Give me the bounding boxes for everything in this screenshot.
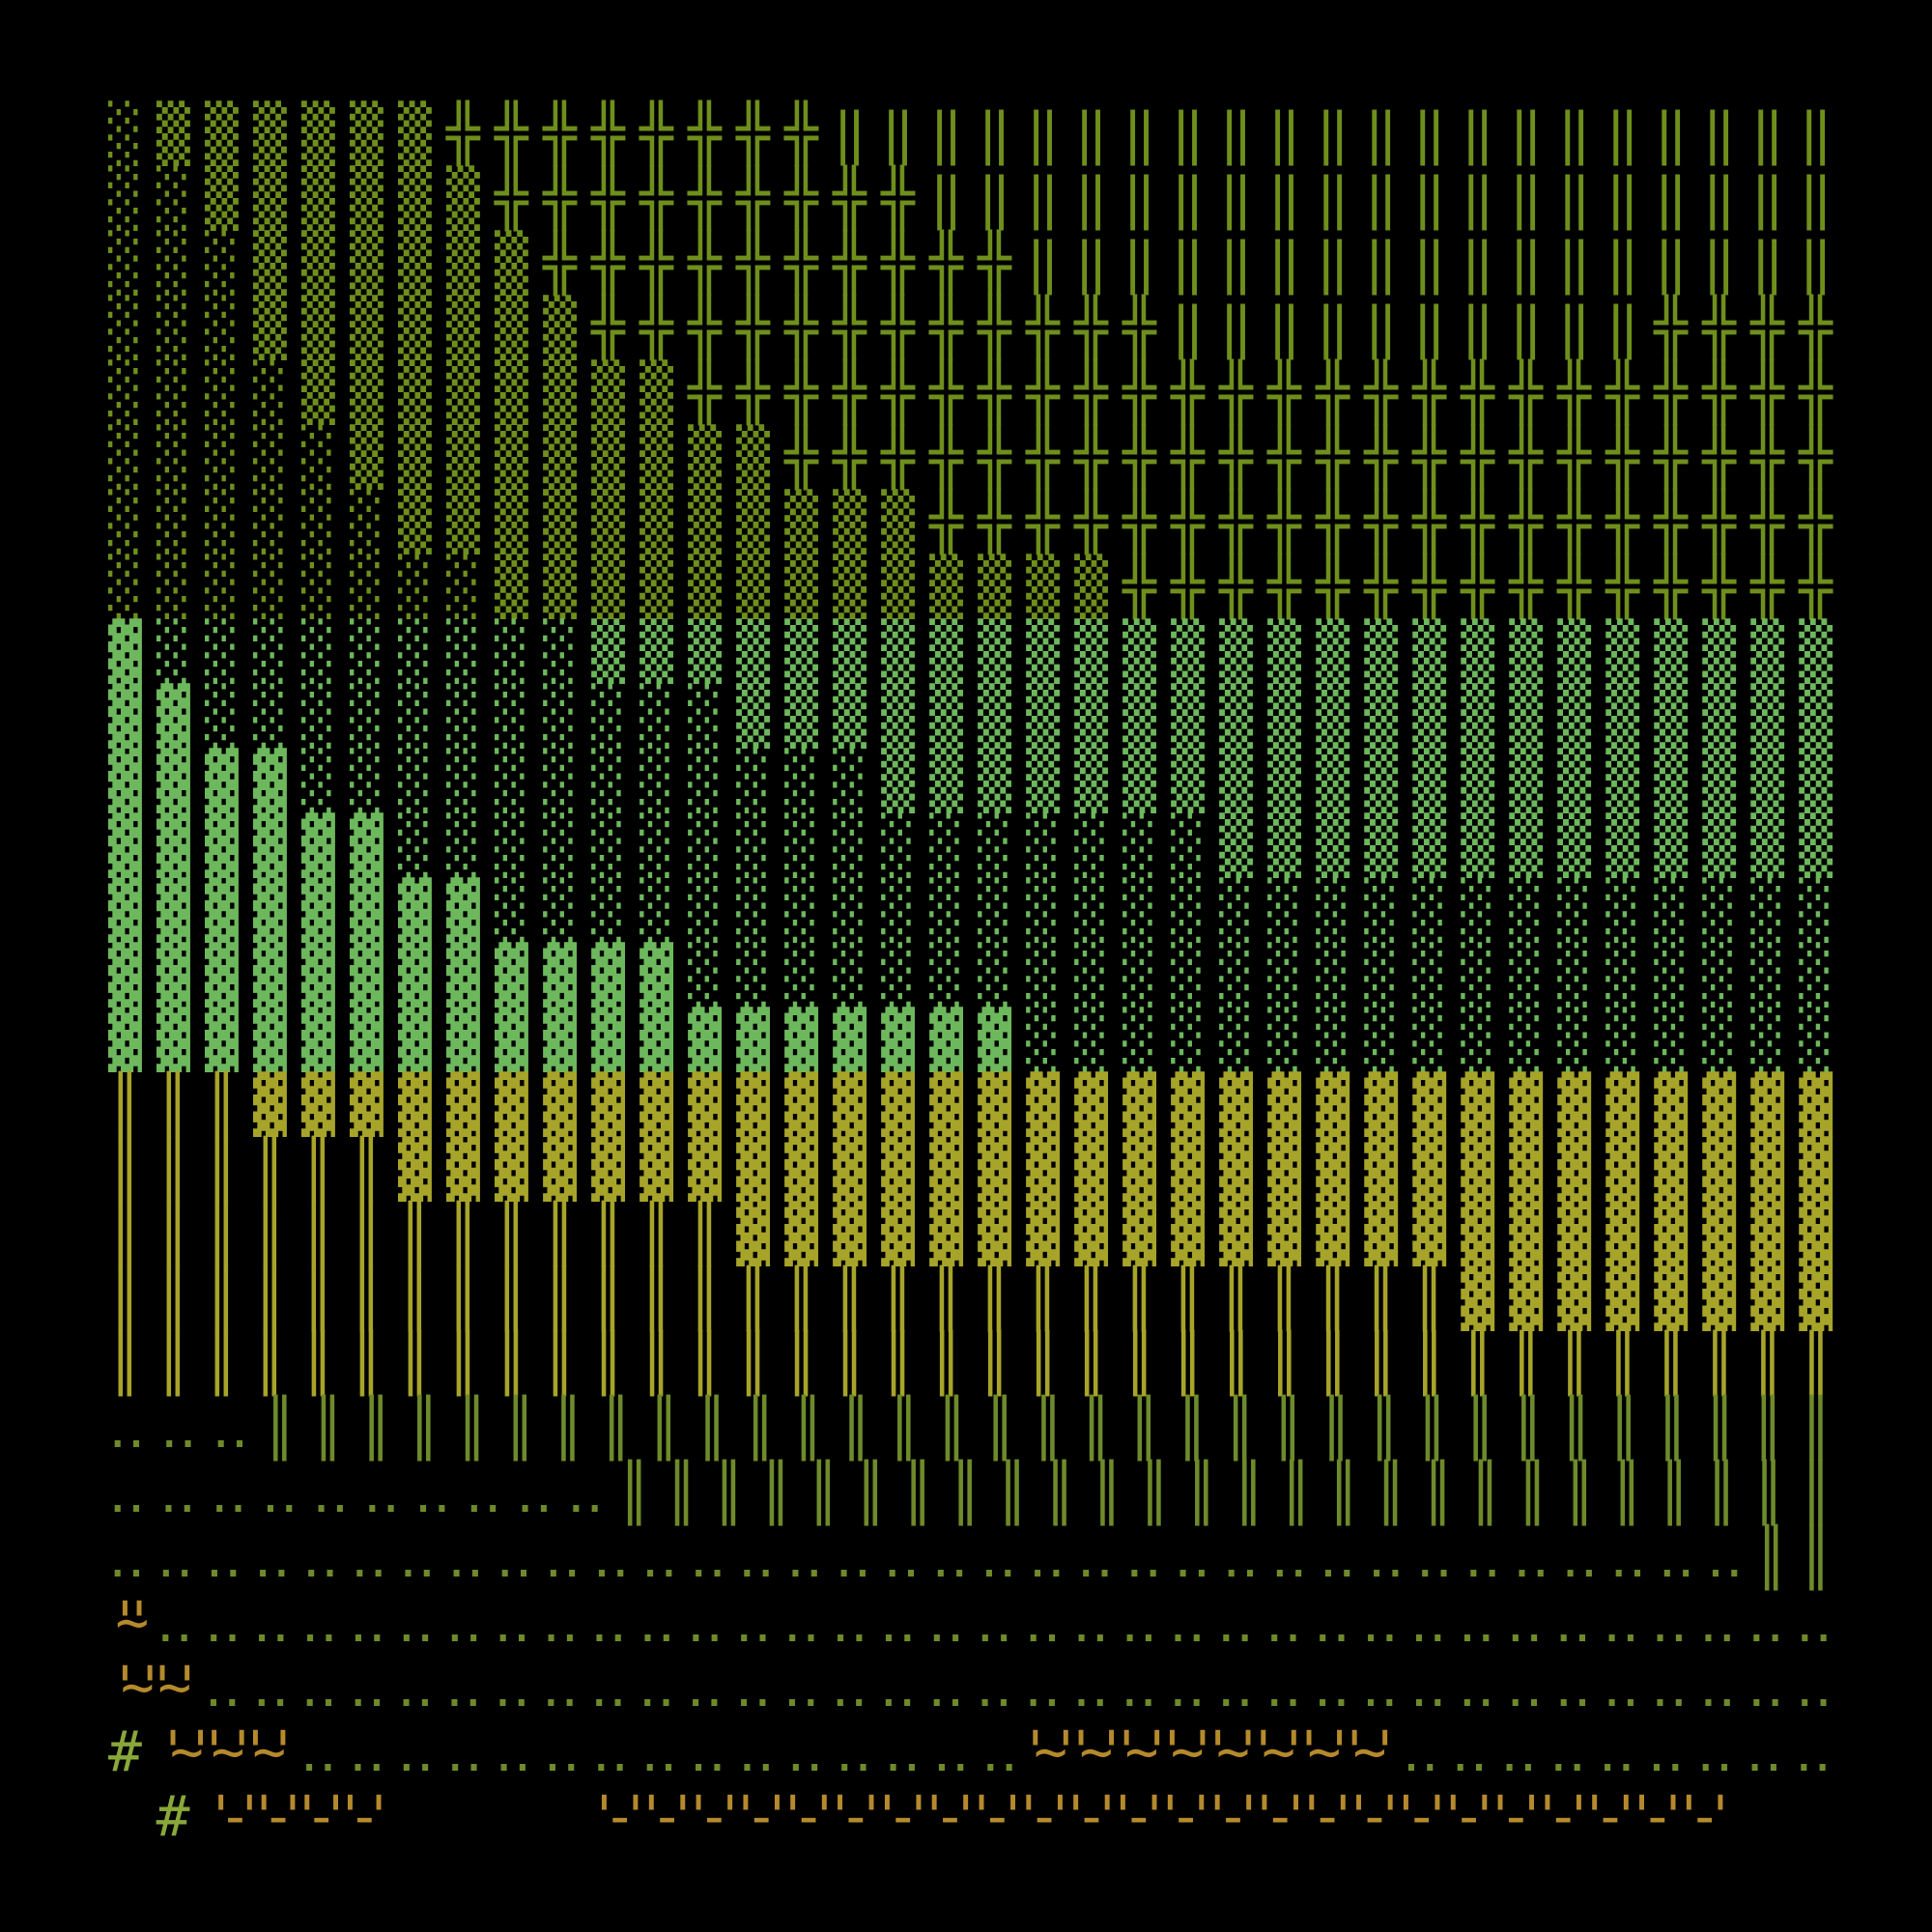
cell-run: ‥‥‥‥‥‥‥‥‥‥‥‥‥‥‥‥‥‥‥‥‥‥‥‥‥‥‥‥‥‥‥‥‥‥‥ [204, 1654, 1881, 1719]
cell-run: ░░░░▒▒▒▒▒▒▒▒╬╬╬╬╬╬╬╬╬╬╬╬╬╬╬╬╬╬╬╬╬╬╬╬╬ [108, 358, 1882, 426]
cell-run: ▓▓▓▓░░░░░░░░░░░░▒▒▒▒▒▒▒▒▒▒▒▒▒▒▒▒▒▒▒▒▒ [108, 748, 1881, 813]
cell-run: ‥‥‥‥‥‥‥‥‥‥‥‥‥‥‥‥‥‥‥‥‥‥‥‥‥‥‥‥‥‥‥‥‥‥‥‥ [156, 1589, 1882, 1655]
cell-run: '~''~''~''~''~''~''~''~' [1018, 1719, 1402, 1784]
cell-run: ‥‥‥‥‥‥‥‥‥‥ [1402, 1719, 1881, 1784]
cell-run: ‥‥‥‥‥‥‥‥‥‥║║║║║║║║║║║║║║║║║║║║║║║║║║ [108, 1459, 1833, 1526]
cell-run: ▓▓▓▓▓▓▓▓▓▓▓▓▓▓▓▓▓▓▓░░░░░░░░░░░░░░░░░░ [108, 1007, 1881, 1072]
character-grid: ░▒▒▒▒▒▒╬╬╬╬╬╬╬╬‖‖‖‖‖‖‖‖‖‖‖‖‖‖‖‖‖‖‖‖‖‖░░▒… [108, 99, 1882, 1849]
cell-run: '-''-''-''-''-''-''-''-''-''-''-''-''-''… [587, 1783, 1737, 1849]
cell-run: ░░░▒▒▒▒▒▒▒╬╬╬╬╬╬╬╬╬╬╬╬‖‖‖‖‖‖‖‖‖‖╬╬╬╬╬ [108, 294, 1882, 361]
cell-run: ░░░▒▒▒▒▒▒╬╬╬╬╬╬╬╬╬╬‖‖‖‖‖‖‖‖‖‖‖‖‖‖‖‖‖╬ [108, 229, 1882, 297]
cell-run: ║║║▓▓▓▓▓▓▓▓▓▓▓▓▓▓▓▓▓▓▓▓▓▓▓▓▓▓▓▓▓▓▓▓▓▓ [108, 1070, 1881, 1138]
cell-run: '~''~' [108, 1654, 204, 1719]
cell-run: ▓▓▓▓▓▓▓▓▓▓▓▓░░░░░░░░░░░░░░░░░░░░░░░░░ [108, 942, 1881, 1008]
cell-run: ‥‥‥║║║║║║║║║║║║║║║║║║║║║║║║║║║║║║║║║ [108, 1394, 1833, 1462]
cell-run: ░░░░░░░░▒▒▒▒▒▒▒▒▒▒▒▒▒╬╬╬╬╬╬╬╬╬╬╬╬╬╬╬╬ [108, 553, 1882, 620]
cell-run: # [108, 1719, 142, 1784]
cell-run: '~' [108, 1589, 156, 1655]
cell-run: ║║║║║║║║║║║║║║║║║║║║║║║║║║║║▓▓▓▓▓▓▓▓▓ [108, 1264, 1881, 1332]
cell-run: ░░░░░░▒▒▒▒▒▒▒▒▒▒▒╬╬╬╬╬╬╬╬╬╬╬╬╬╬╬╬╬╬╬╬ [108, 488, 1882, 555]
cell-run: ║║║║║║▓▓▓▓▓▓▓▓▓▓▓▓▓▓▓▓▓▓▓▓▓▓▓▓▓▓▓▓▓▓▓ [108, 1135, 1881, 1203]
cell-run: ▓░░░░░░░░░▒▒▒▒▒▒▒▒▒▒▒▒▒▒▒▒▒▒▒▒▒▒▒▒▒▒▒ [108, 618, 1881, 684]
cell-run: ░░▒▒▒▒▒▒╬╬╬╬╬╬╬╬╬‖‖‖‖‖‖‖‖‖‖‖‖‖‖‖‖‖‖‖‖ [108, 164, 1881, 232]
cell-run: ░▒▒▒▒▒▒╬╬╬╬╬╬╬╬‖‖‖‖‖‖‖‖‖‖‖‖‖‖‖‖‖‖‖‖‖‖ [108, 99, 1881, 167]
cell-run: ▓▓░░░░░░░░░░░▒▒▒▒▒▒▒▒▒▒▒▒▒▒▒▒▒▒▒▒▒▒▒▒ [108, 683, 1881, 749]
cell-run: '-''-''-''-' [204, 1783, 395, 1849]
cell-run: ░░░░░▒▒▒▒▒▒▒▒▒╬╬╬╬╬╬╬╬╬╬╬╬╬╬╬╬╬╬╬╬╬╬╬ [108, 423, 1882, 491]
cell-run [396, 1783, 587, 1849]
cell-run: ‥‥‥‥‥‥‥‥‥‥‥‥‥‥‥‥‥‥‥‥‥‥‥‥‥‥‥‥‥‥‥‥‥‥║║ [108, 1523, 1833, 1591]
cell-run: ║║║║║║║║║║║║║║║║║║║║║║║║║║║║║║║║║║║║ [108, 1329, 1833, 1397]
cell-run: # [156, 1783, 190, 1849]
cell-run [108, 1783, 142, 1849]
cell-run: '~''~''~' [156, 1719, 300, 1784]
cell-run: ▓▓▓▓▓▓░░░░░░░░░░░░░░░░░▒▒▒▒▒▒▒▒▒▒▒▒▒▒ [108, 812, 1881, 878]
cell-run: ‥‥‥‥‥‥‥‥‥‥‥‥‥‥‥ [299, 1719, 1018, 1784]
cell-run: ▓▓▓▓▓▓▓▓░░░░░░░░░░░░░░░░░░░░░░░░░░░░░ [108, 877, 1881, 943]
cell-run: ║║║║║║║║║║║║║▓▓▓▓▓▓▓▓▓▓▓▓▓▓▓▓▓▓▓▓▓▓▓▓ [108, 1200, 1881, 1267]
